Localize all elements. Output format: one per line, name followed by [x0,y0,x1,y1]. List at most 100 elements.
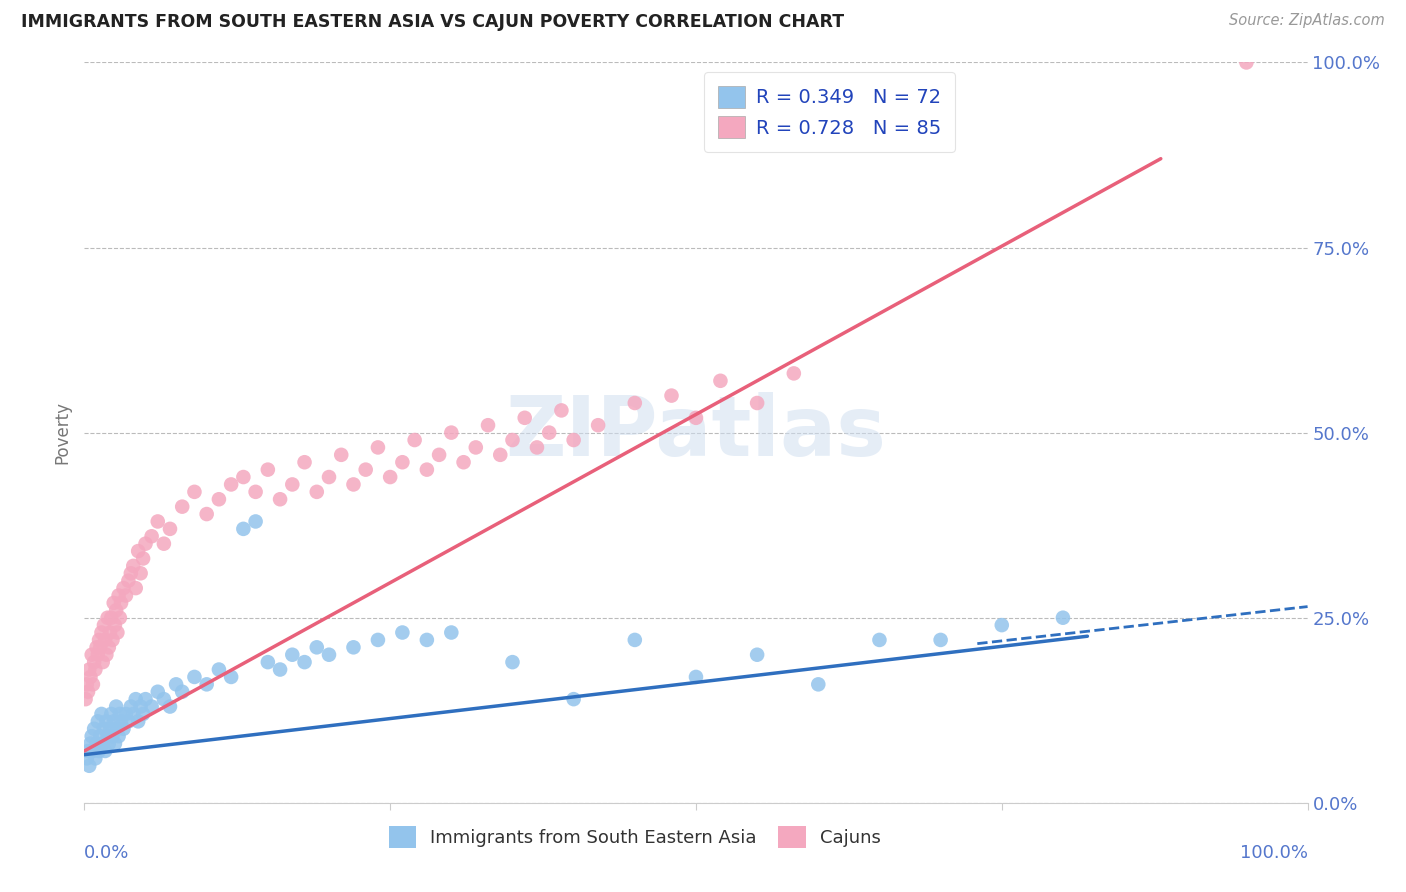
Point [105,699,128,714]
Point [100,706,122,721]
Point [115,706,138,721]
Point [183,484,205,499]
Point [440,625,463,640]
Point [112,581,135,595]
Point [127,714,149,729]
Text: Source: ZipAtlas.com: Source: ZipAtlas.com [1229,13,1385,29]
Point [117,574,139,588]
Point [96,714,118,729]
Point [208,492,231,507]
Point [107,589,129,603]
Point [76,751,98,765]
Point [391,455,413,469]
Point [195,507,218,521]
Point [79,737,101,751]
Point [281,477,304,491]
Y-axis label: Poverty: Poverty [53,401,72,464]
Point [84,751,107,765]
Point [101,729,124,743]
Point [108,706,131,721]
Point [526,441,548,455]
Point [115,589,138,603]
Point [146,515,169,529]
Point [90,706,112,721]
Text: ZIPatlas: ZIPatlas [506,392,886,473]
Point [77,744,100,758]
Point [269,492,291,507]
Point [98,722,121,736]
Point [117,714,139,729]
Point [91,737,114,751]
Point [103,714,125,729]
Point [97,729,120,743]
Point [661,388,683,402]
Point [183,670,205,684]
Point [305,484,328,499]
Point [84,663,107,677]
Point [97,640,120,655]
Point [90,625,112,640]
Point [269,663,291,677]
Point [489,448,512,462]
Point [342,640,364,655]
Point [330,448,353,462]
Point [477,418,499,433]
Point [624,632,647,647]
Point [97,737,120,751]
Point [453,455,475,469]
Point [94,744,117,758]
Point [87,648,110,662]
Legend: Immigrants from South Eastern Asia, Cajuns: Immigrants from South Eastern Asia, Caju… [377,814,893,861]
Point [318,470,340,484]
Point [125,581,148,595]
Point [120,566,142,581]
Point [562,433,585,447]
Point [502,655,524,669]
Point [87,714,110,729]
Point [783,367,806,381]
Point [165,677,187,691]
Point [77,663,100,677]
Point [153,692,176,706]
Point [257,462,280,476]
Point [83,722,105,736]
Point [416,462,439,476]
Point [172,500,194,514]
Point [125,692,148,706]
Point [110,596,132,610]
Point [94,632,117,647]
Point [354,462,377,476]
Point [129,699,152,714]
Point [132,706,155,721]
Point [513,410,536,425]
Point [77,685,100,699]
Point [98,625,121,640]
Point [1052,610,1074,624]
Point [80,648,103,662]
Point [869,632,891,647]
Point [122,558,145,573]
Point [991,618,1014,632]
Point [294,455,316,469]
Point [294,655,316,669]
Point [245,484,267,499]
Point [342,477,364,491]
Point [86,640,108,655]
Text: 100.0%: 100.0% [1240,844,1308,862]
Point [132,551,155,566]
Point [93,618,115,632]
Point [79,670,101,684]
Point [105,722,128,736]
Point [96,648,118,662]
Point [538,425,561,440]
Point [624,396,647,410]
Point [83,655,105,669]
Point [135,692,157,706]
Point [87,632,110,647]
Point [172,685,194,699]
Point [404,433,426,447]
Point [75,692,97,706]
Point [232,470,254,484]
Point [89,729,111,743]
Point [195,677,218,691]
